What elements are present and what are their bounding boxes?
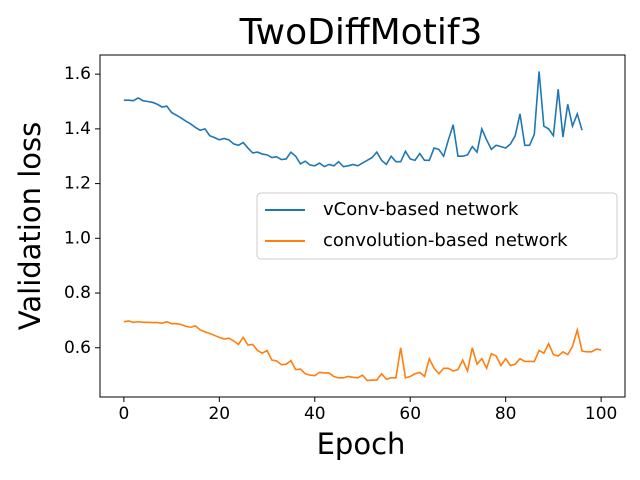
y-tick-label: 0.8 — [64, 283, 91, 303]
x-tick-label: 0 — [118, 404, 129, 424]
data-line — [123, 71, 583, 168]
y-tick-label: 1.4 — [64, 119, 91, 139]
legend-box — [256, 192, 618, 260]
x-tick-label: 40 — [304, 404, 326, 424]
x-tick-label: 20 — [208, 404, 230, 424]
y-tick-label: 1.6 — [64, 64, 91, 84]
x-tick-label: 60 — [399, 404, 421, 424]
x-axis-label: Epoch — [317, 427, 406, 461]
axes-frame — [99, 54, 626, 398]
y-axis-label: Validation loss — [13, 122, 47, 330]
x-tick-label: 80 — [495, 404, 517, 424]
data-line — [123, 320, 602, 382]
y-tick-label: 1.2 — [64, 174, 91, 194]
x-tick-label: 100 — [585, 404, 617, 424]
legend-label: vConv-based network — [323, 199, 519, 220]
legend-label: convolution-based network — [323, 230, 568, 251]
y-tick-label: 1.0 — [64, 228, 91, 248]
chart-title: TwoDiffMotif3 — [239, 12, 483, 53]
y-tick-label: 0.6 — [64, 338, 91, 358]
